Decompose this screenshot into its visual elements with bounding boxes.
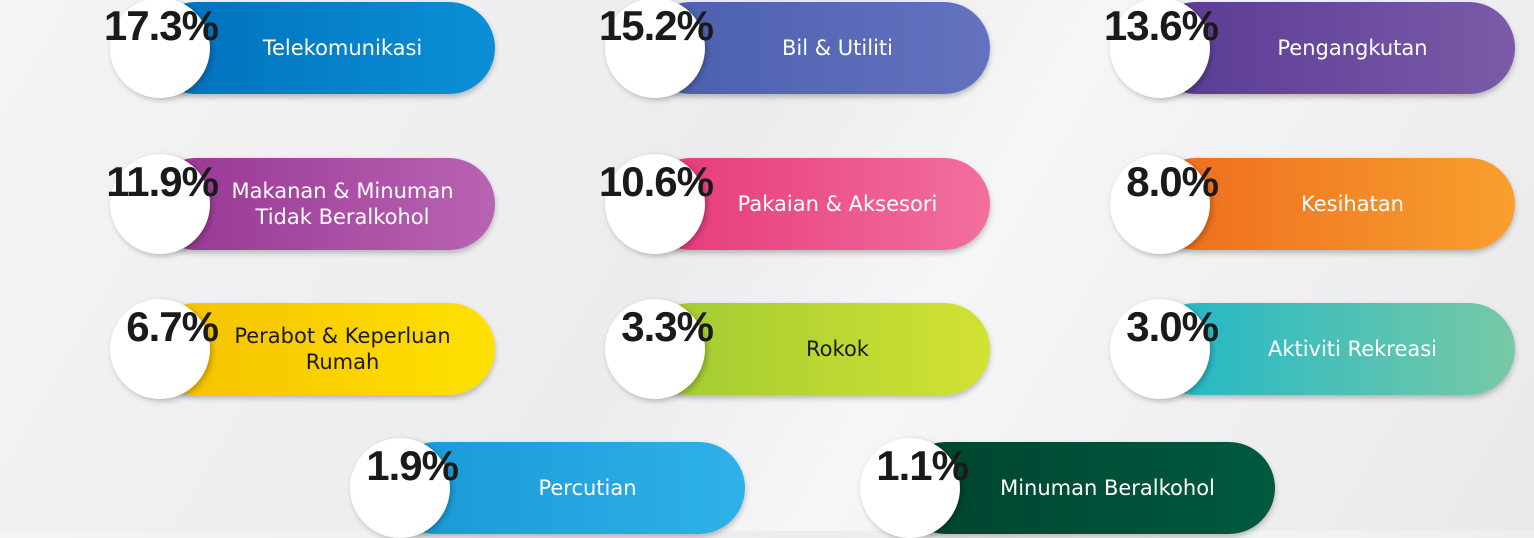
pill	[1150, 158, 1515, 250]
category-item: 1.1% Minuman Beralkohol	[860, 438, 1275, 538]
badge-circle	[860, 438, 960, 538]
label-line: Tidak Beralkohol	[255, 205, 430, 229]
percentage: 10.6%	[598, 158, 714, 205]
label-line: Perabot & Keperluan	[234, 324, 451, 348]
category-item: 6.7% Perabot & Keperluan Rumah	[110, 299, 495, 399]
category-item: 1.9% Percutian	[350, 438, 745, 538]
percentage: 13.6%	[1103, 2, 1219, 49]
pill	[900, 442, 1275, 534]
percentage: 1.9%	[366, 442, 459, 489]
category-label: Rokok	[705, 303, 970, 395]
label-line: Bil & Utiliti	[782, 36, 893, 60]
label-line: Pakaian & Aksesori	[737, 192, 938, 216]
label-line: Rokok	[806, 337, 869, 361]
label-line: Minuman Beralkohol	[1000, 476, 1215, 500]
category-label: Minuman Beralkohol	[960, 442, 1255, 534]
category-label: Pengangkutan	[1210, 2, 1495, 94]
category-label: Perabot & Keperluan Rumah	[210, 303, 475, 395]
badge-circle	[605, 299, 705, 399]
category-label: Bil & Utiliti	[705, 2, 970, 94]
category-item: 3.0% Aktiviti Rekreasi	[1110, 299, 1515, 399]
percentage: 15.2%	[598, 2, 714, 49]
category-label: Percutian	[450, 442, 725, 534]
percentage: 1.1%	[876, 442, 969, 489]
percentage: 11.9%	[106, 158, 219, 205]
category-label: Kesihatan	[1210, 158, 1495, 250]
badge-circle	[110, 299, 210, 399]
percentage: 6.7%	[126, 303, 219, 350]
category-item: 10.6% Pakaian & Aksesori	[599, 154, 990, 254]
category-item: 11.9% Makanan & Minuman Tidak Beralkohol	[106, 154, 495, 254]
category-label: Telekomunikasi	[210, 2, 475, 94]
percentage: 3.3%	[621, 303, 714, 350]
category-label: Aktiviti Rekreasi	[1210, 303, 1495, 395]
percentage: 8.0%	[1126, 158, 1219, 205]
badge-circle	[350, 438, 450, 538]
category-item: 8.0% Kesihatan	[1110, 154, 1515, 254]
pill	[1150, 303, 1515, 395]
badge-circle	[1110, 299, 1210, 399]
label-line: Kesihatan	[1300, 192, 1404, 216]
category-item: 17.3% Telekomunikasi	[104, 0, 495, 98]
category-label: Makanan & Minuman Tidak Beralkohol	[210, 158, 475, 250]
pill	[1150, 2, 1515, 94]
category-item: 3.3% Rokok	[605, 299, 990, 399]
label-line: Pengangkutan	[1277, 36, 1428, 60]
percentage: 17.3%	[103, 2, 219, 49]
percentage: 3.0%	[1126, 303, 1219, 350]
category-item: 13.6% Pengangkutan	[1104, 0, 1515, 98]
label-line: Aktiviti Rekreasi	[1267, 337, 1438, 361]
label-line: Percutian	[538, 476, 637, 500]
badge-circle	[1110, 0, 1210, 98]
badge-circle	[605, 0, 705, 98]
badge-circle	[605, 154, 705, 254]
category-item: 15.2% Bil & Utiliti	[599, 0, 990, 98]
category-label: Pakaian & Aksesori	[705, 158, 970, 250]
badge-circle	[1110, 154, 1210, 254]
label-line: Makanan & Minuman	[231, 179, 454, 203]
label-line: Rumah	[305, 350, 380, 374]
badge-circle	[110, 154, 210, 254]
badge-circle	[110, 0, 210, 98]
label-line: Telekomunikasi	[262, 36, 423, 60]
